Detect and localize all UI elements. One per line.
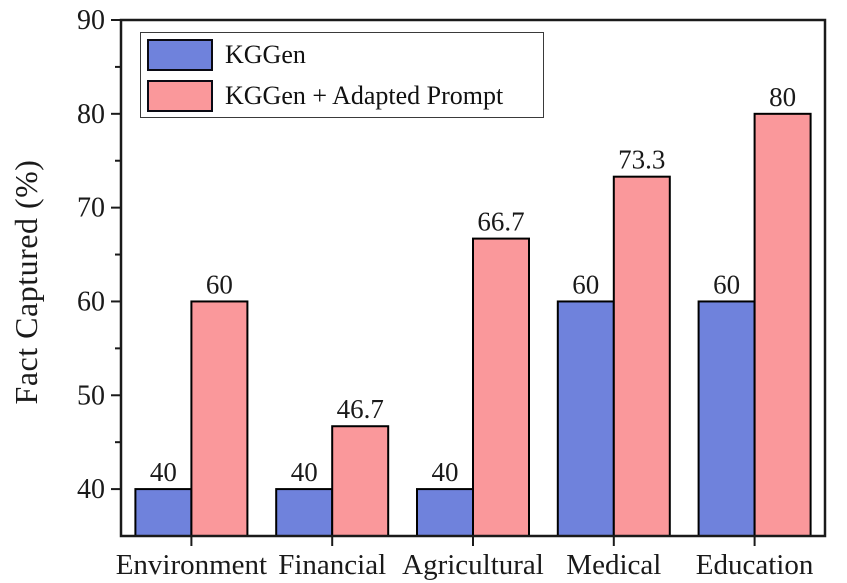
bar-value-label: 40 [432, 457, 459, 487]
bar-value-label: 60 [206, 269, 233, 299]
bar-adapted [753, 112, 812, 538]
bar-value-label: 40 [291, 457, 318, 487]
x-tick-label: Medical [566, 549, 661, 581]
bar-value-label: 73.3 [618, 145, 665, 175]
y-tick-label: 40 [77, 474, 105, 505]
bar-adapted [190, 300, 249, 538]
x-tick-label: Agricultural [402, 549, 544, 581]
y-tick-label: 60 [77, 286, 105, 317]
bar-value-label: 40 [150, 457, 177, 487]
y-tick-label: 70 [77, 193, 105, 224]
bar-adapted [331, 425, 390, 537]
legend-label: KGGen [225, 39, 306, 69]
bar-value-label: 60 [572, 269, 599, 299]
bar-kggen [556, 300, 615, 538]
bar-adapted [612, 175, 671, 537]
x-tick-label: Financial [278, 549, 386, 581]
legend-item-kggen-adapted: KGGen + Adapted Prompt [147, 77, 543, 115]
y-tick-label: 80 [77, 99, 105, 130]
plot-border [119, 18, 827, 538]
bar-value-label: 60 [713, 269, 740, 299]
x-tick-label: Environment [116, 549, 267, 581]
bar-adapted [472, 237, 530, 537]
y-tick-label: 50 [77, 380, 105, 411]
y-tick-label: 90 [77, 5, 105, 36]
bar-kggen [416, 488, 474, 538]
bar-kggen [275, 488, 334, 538]
bar-value-label: 46.7 [337, 394, 384, 424]
bar-kggen [697, 300, 756, 538]
legend-swatch-kggen [147, 38, 213, 71]
legend-item-kggen: KGGen [147, 36, 543, 74]
legend-swatch-kggen-adapted [147, 79, 213, 112]
legend-label: KGGen + Adapted Prompt [225, 80, 504, 110]
bar-kggen [134, 488, 193, 538]
bar-value-label: 66.7 [477, 207, 524, 237]
x-tick-label: Education [696, 549, 814, 581]
y-axis-title: Fact Captured (%) [8, 159, 44, 405]
legend: KGGen KGGen + Adapted Prompt [140, 32, 544, 118]
bar-value-label: 80 [769, 82, 796, 112]
